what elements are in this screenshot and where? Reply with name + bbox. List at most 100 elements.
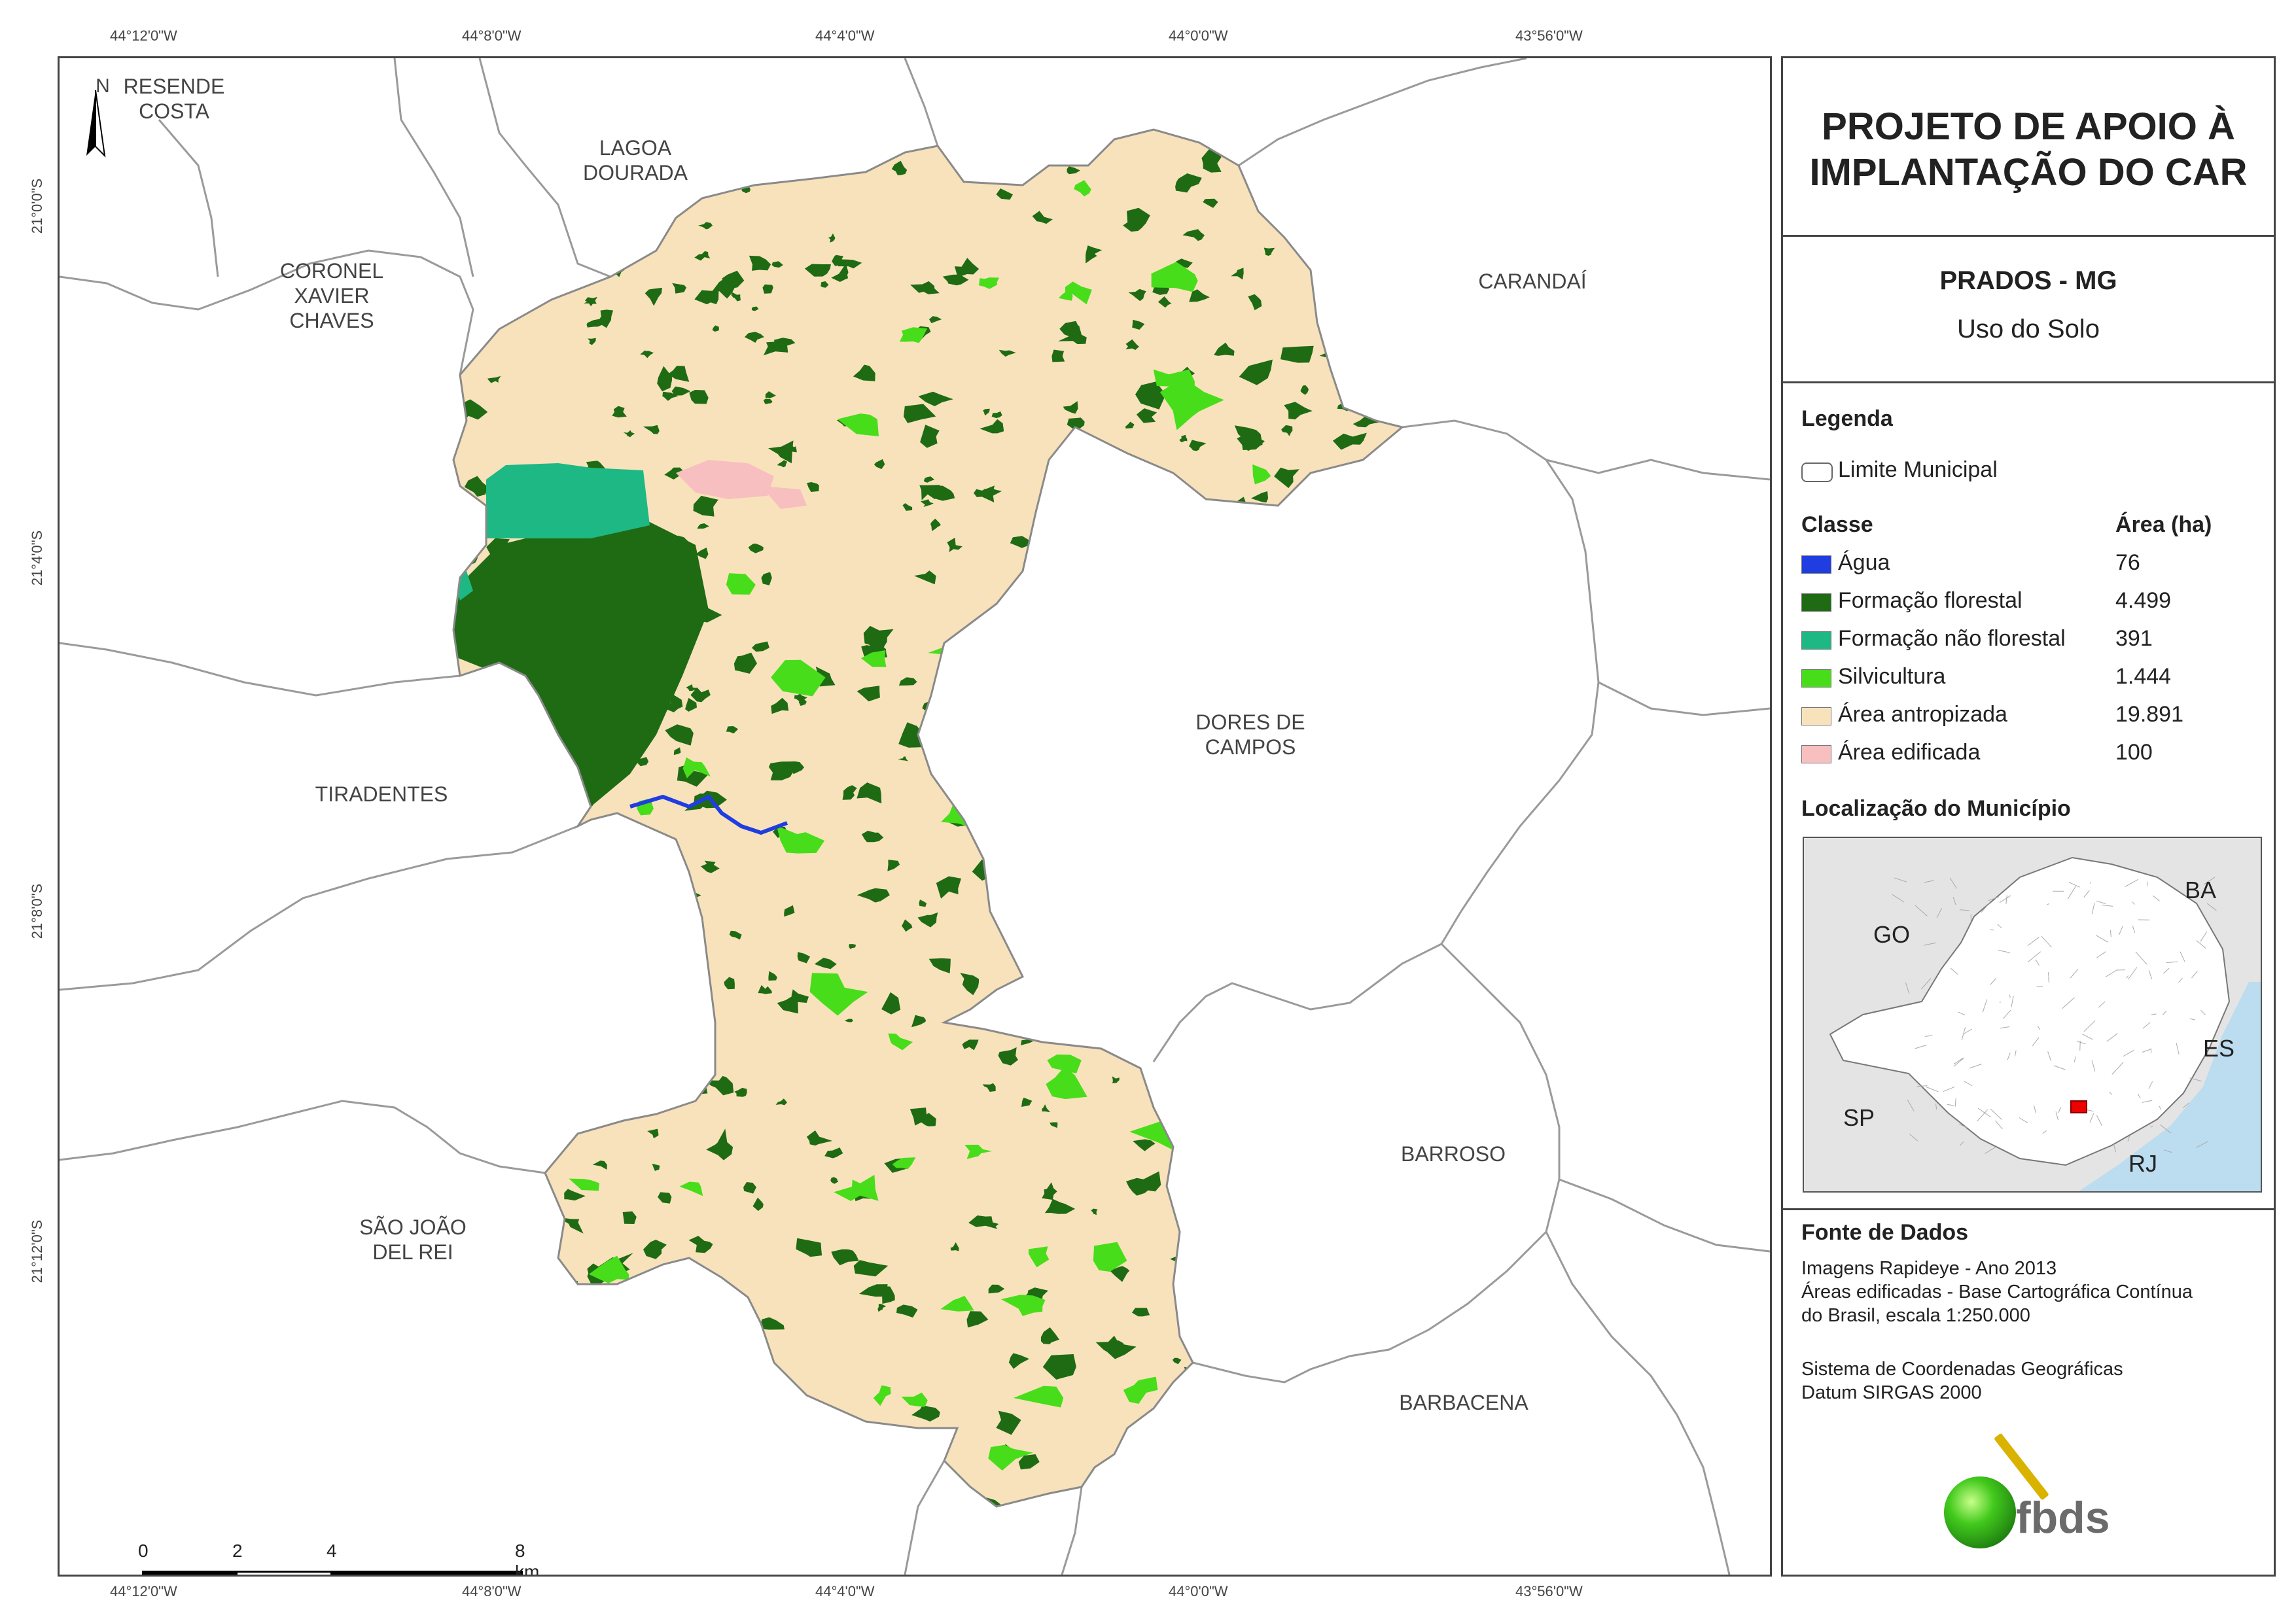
land-use-patch xyxy=(1263,247,1275,256)
land-use-patch xyxy=(1184,809,1205,828)
land-use-patch xyxy=(1316,557,1329,567)
land-use-patch xyxy=(798,699,807,707)
class-label: Formação florestal xyxy=(1838,588,2022,613)
land-use-patch xyxy=(1114,1340,1125,1348)
land-use-patch xyxy=(713,1387,739,1405)
land-use-patch xyxy=(1268,572,1290,586)
place-barroso: BARROSO xyxy=(1400,1142,1506,1166)
land-use-patch xyxy=(1125,339,1139,350)
land-use-patch xyxy=(1110,1266,1130,1282)
land-use-patch xyxy=(461,727,477,739)
land-use-patch xyxy=(996,1410,1021,1435)
land-use-patch xyxy=(1189,440,1207,451)
land-use-patch xyxy=(733,652,757,674)
land-use-patch xyxy=(699,1005,709,1013)
land-use-patch xyxy=(470,243,479,249)
land-use-patch xyxy=(489,812,511,828)
coord-bottom-5: 43°56'0"W xyxy=(1515,1583,1583,1599)
land-use-patch xyxy=(996,188,1013,200)
land-use-patch xyxy=(682,757,711,778)
class-label: Área edificada xyxy=(1838,740,1981,765)
land-use-patch xyxy=(603,256,614,263)
land-use-patch xyxy=(828,233,836,243)
land-use-patch xyxy=(1100,750,1130,777)
land-use-patch xyxy=(517,1477,541,1495)
land-use-patch xyxy=(898,722,926,748)
inset-label-ba: BA xyxy=(2185,877,2216,903)
land-use-patch xyxy=(467,1092,493,1105)
land-use-patch xyxy=(1140,387,1150,393)
land-use-patch xyxy=(643,1240,667,1259)
land-use-patch xyxy=(588,338,596,345)
land-use-patch xyxy=(836,142,850,154)
land-use-patch xyxy=(960,973,979,996)
land-use-patch xyxy=(1308,1116,1330,1130)
land-use-patch xyxy=(1294,136,1320,156)
coord-bottom-4: 44°0'0"W xyxy=(1169,1583,1228,1599)
land-use-patch xyxy=(1214,342,1235,356)
land-use-patch xyxy=(1189,1496,1207,1507)
land-use-patch xyxy=(1032,211,1053,224)
land-use-patch xyxy=(1095,1335,1137,1359)
land-use-patch xyxy=(919,899,927,907)
place-resende-costa: RESENDE COSTA xyxy=(123,75,225,123)
land-use-patch xyxy=(479,1090,514,1109)
land-use-patch xyxy=(1203,198,1218,208)
land-use-patch xyxy=(612,406,627,418)
crs-line-2: Datum SIRGAS 2000 xyxy=(1801,1382,1982,1403)
land-use-patch xyxy=(809,973,868,1016)
land-use-patch xyxy=(1318,1039,1340,1070)
land-use-patch xyxy=(902,503,913,511)
land-use-map xyxy=(60,58,1770,1575)
land-use-patch xyxy=(1380,1484,1402,1503)
land-use-patch xyxy=(500,1476,512,1490)
land-use-patch xyxy=(947,537,963,553)
land-use-patch xyxy=(1195,1010,1246,1034)
land-use-patch xyxy=(966,1311,989,1328)
map-frame[interactable]: RESENDE COSTA LAGOA DOURADA CORONEL XAVI… xyxy=(58,56,1772,1577)
land-use-patch xyxy=(1175,173,1202,193)
land-use-patch xyxy=(807,482,819,492)
land-use-patch xyxy=(1189,1310,1211,1324)
land-use-patch xyxy=(1107,547,1118,557)
land-use-patch xyxy=(765,391,776,398)
land-use-patch xyxy=(762,284,773,294)
land-use-patch xyxy=(929,316,942,323)
land-use-patch xyxy=(777,992,798,1014)
land-use-patch xyxy=(1349,709,1369,729)
land-use-patch xyxy=(1209,918,1218,928)
land-use-patch xyxy=(936,876,961,899)
land-use-patch xyxy=(1151,262,1198,292)
land-use-patch xyxy=(1119,641,1133,652)
land-use-patch xyxy=(1137,1422,1148,1434)
land-use-patch xyxy=(1361,769,1384,782)
land-use-patch xyxy=(952,695,981,710)
land-use-patch xyxy=(1115,534,1128,547)
land-use-patch xyxy=(1305,220,1320,234)
land-use-patch xyxy=(597,1449,627,1475)
land-use-patch xyxy=(849,944,856,949)
land-use-patch xyxy=(557,1217,584,1234)
legend-heading: Legenda xyxy=(1801,406,1893,431)
land-use-patch xyxy=(1002,744,1022,758)
land-use-patch xyxy=(1257,173,1283,193)
land-use-patch xyxy=(985,1221,999,1228)
location-heading: Localização do Município xyxy=(1801,796,2071,821)
land-use-patch xyxy=(1250,491,1269,503)
land-use-patch xyxy=(652,1163,660,1171)
land-use-patch xyxy=(1211,703,1226,708)
class-area: 19.891 xyxy=(2115,702,2183,727)
land-use-patch xyxy=(1245,1381,1254,1387)
land-use-patch xyxy=(988,1444,1033,1471)
coord-left-2: 21°4'0"S xyxy=(29,530,45,586)
land-use-patch xyxy=(1388,867,1401,878)
land-use-patch xyxy=(1120,882,1143,907)
land-use-patch xyxy=(1042,1354,1076,1380)
class-swatch xyxy=(1801,631,1831,650)
land-use-patch xyxy=(1086,245,1103,264)
land-use-patch xyxy=(814,958,837,969)
land-use-patch xyxy=(1049,812,1065,822)
land-use-patch xyxy=(1342,568,1352,574)
land-use-patch xyxy=(518,1004,525,1010)
land-use-patch xyxy=(454,1014,465,1021)
